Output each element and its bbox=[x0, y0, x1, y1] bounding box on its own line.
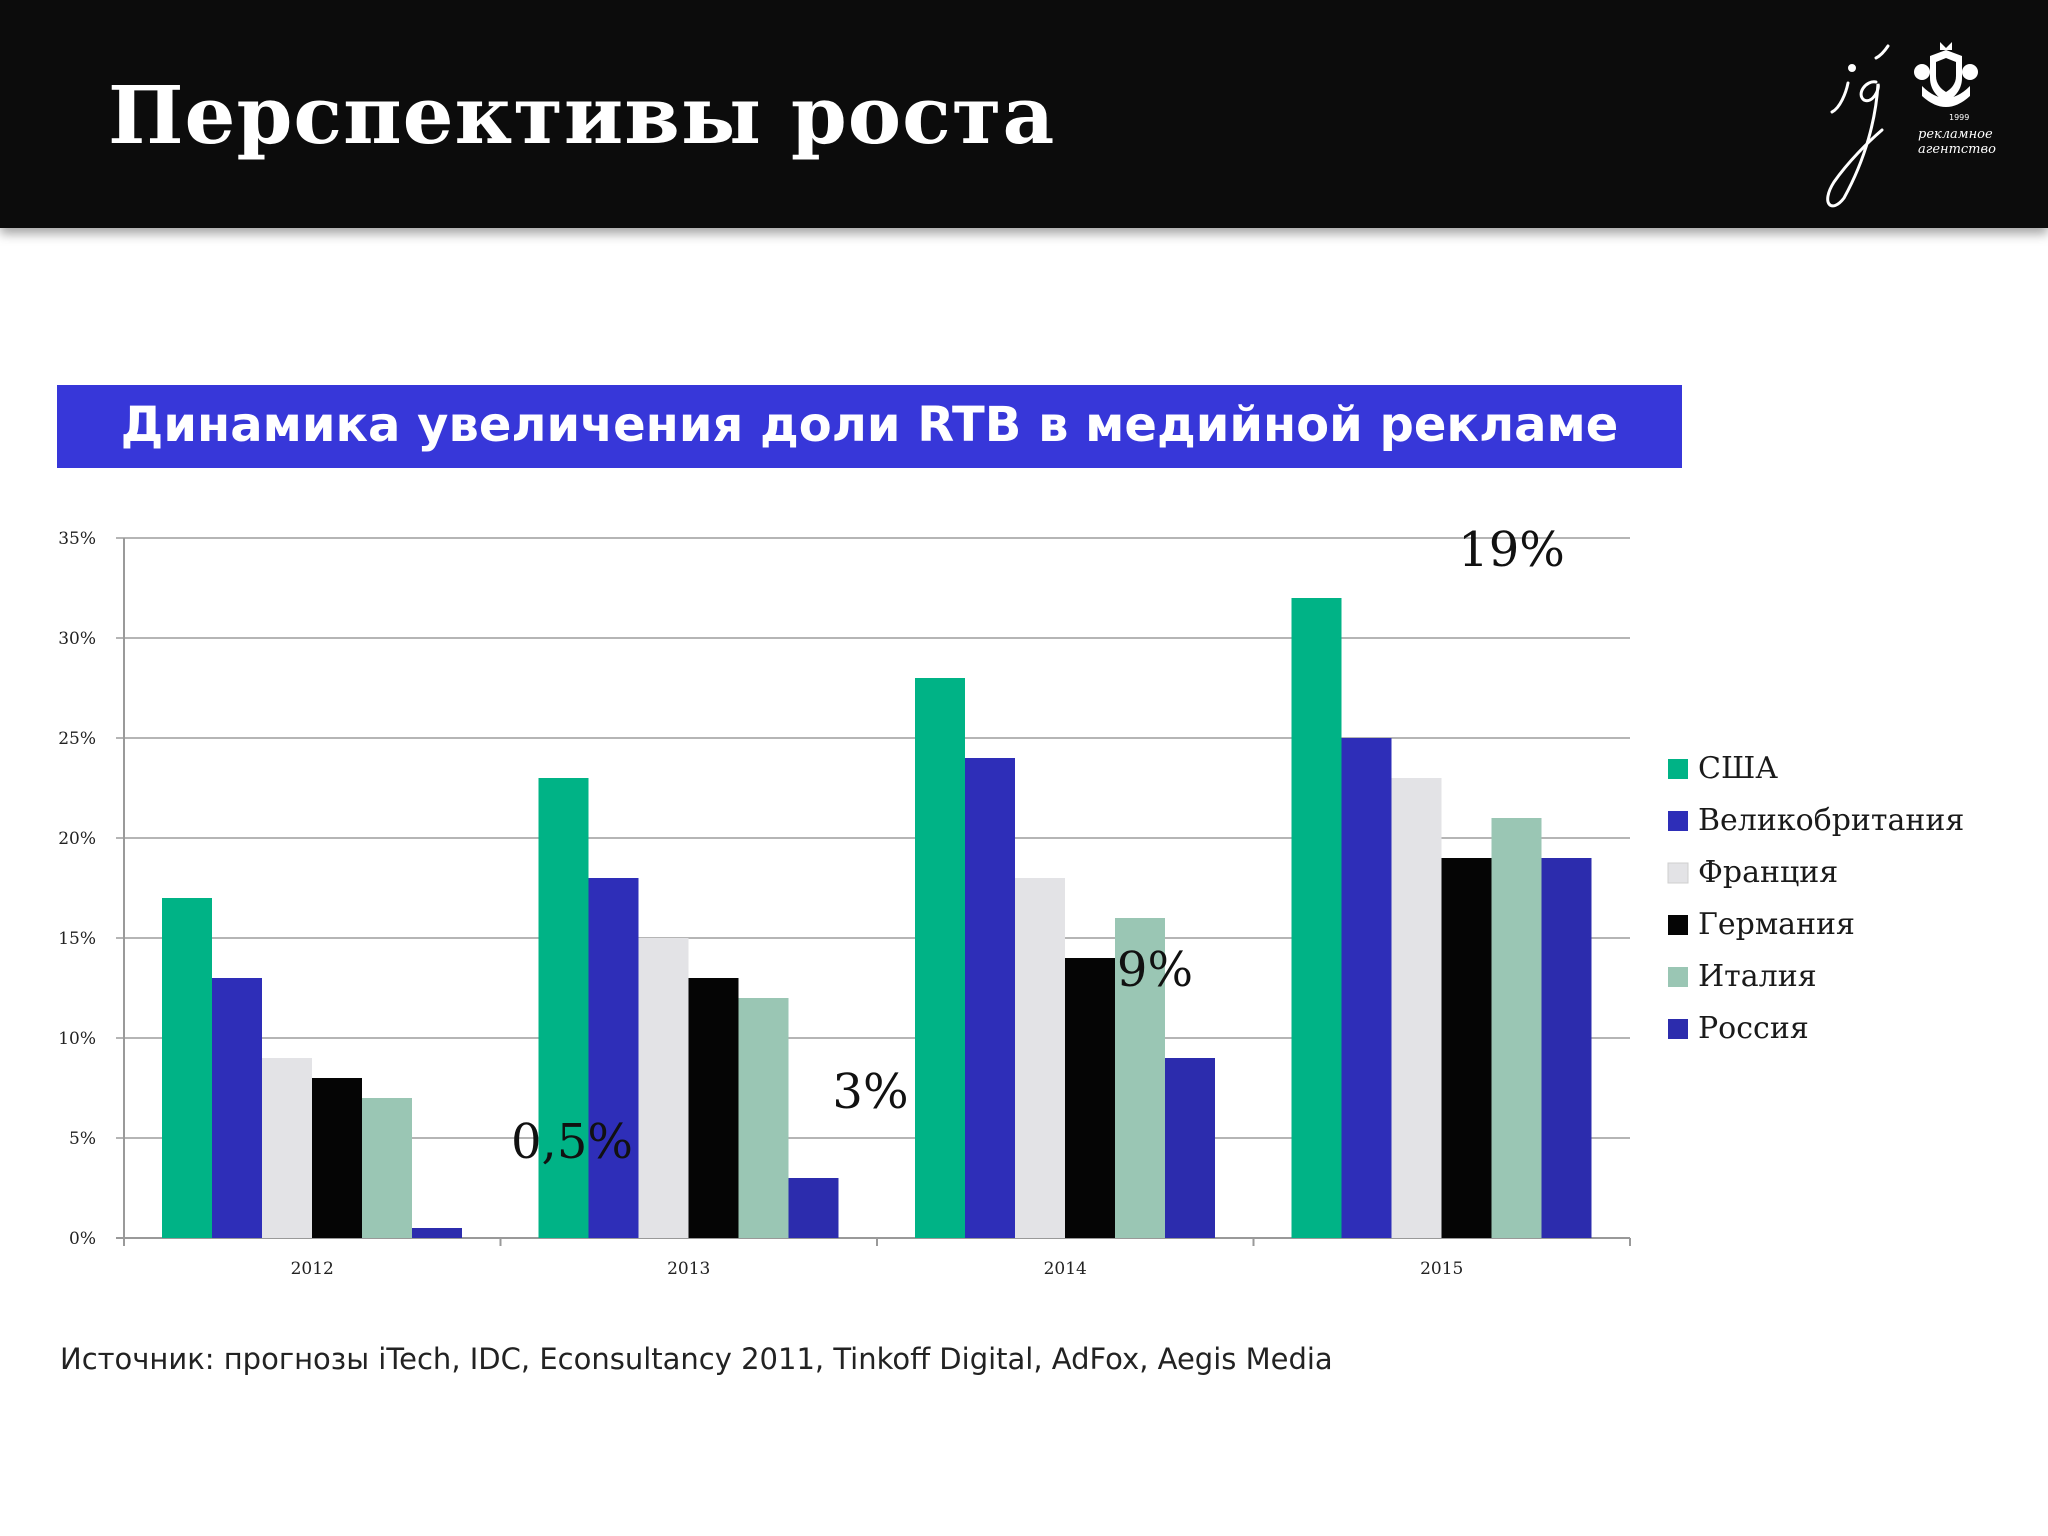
y-tick-label: 15% bbox=[58, 929, 96, 949]
chart-title-banner: Динамика увеличения доли RTB в медийной … bbox=[57, 385, 1682, 468]
logo-year: 1999 bbox=[1949, 113, 1970, 122]
legend-swatch bbox=[1668, 1019, 1688, 1039]
bar bbox=[1341, 738, 1392, 1238]
annotation-label: 19% bbox=[1458, 522, 1565, 578]
logo-text-line2: агентство bbox=[1918, 142, 1996, 157]
bar bbox=[588, 878, 639, 1238]
legend-swatch bbox=[1668, 915, 1688, 935]
x-tick-label: 2013 bbox=[667, 1259, 710, 1279]
y-tick-label: 25% bbox=[58, 729, 96, 749]
x-tick-label: 2014 bbox=[1044, 1259, 1087, 1279]
legend-label: Италия bbox=[1698, 959, 1817, 994]
y-tick-label: 30% bbox=[58, 629, 96, 649]
bar bbox=[262, 1058, 312, 1238]
legend-label: Германия bbox=[1698, 907, 1855, 942]
bar bbox=[1015, 878, 1065, 1238]
y-tick-label: 20% bbox=[58, 829, 96, 849]
logo-text-line1: рекламное bbox=[1918, 127, 1993, 142]
annotation-label: 3% bbox=[832, 1064, 908, 1120]
legend-label: Великобритания bbox=[1698, 803, 1964, 838]
chart-title: Динамика увеличения доли RTB в медийной … bbox=[120, 397, 1619, 453]
annotation-label: 9% bbox=[1117, 942, 1193, 998]
x-tick-label: 2015 bbox=[1420, 1259, 1463, 1279]
bar bbox=[162, 898, 212, 1238]
legend-swatch bbox=[1668, 967, 1688, 987]
legend-label: Франция bbox=[1698, 855, 1838, 890]
bar bbox=[362, 1098, 412, 1238]
bar bbox=[788, 1178, 839, 1238]
bar bbox=[688, 978, 739, 1238]
bar bbox=[212, 978, 262, 1238]
y-tick-label: 0% bbox=[69, 1229, 96, 1249]
legend-swatch bbox=[1667, 862, 1689, 884]
bar bbox=[1391, 778, 1442, 1238]
bar bbox=[1165, 1058, 1215, 1238]
bar bbox=[538, 778, 589, 1238]
legend-swatch bbox=[1668, 759, 1688, 779]
annotation-label: 0,5% bbox=[511, 1114, 633, 1170]
y-tick-label: 10% bbox=[58, 1029, 96, 1049]
legend-label: США bbox=[1698, 751, 1778, 786]
agency-logo bbox=[1826, 42, 1978, 208]
legend-swatch bbox=[1668, 811, 1688, 831]
bar bbox=[638, 938, 689, 1238]
bar bbox=[1441, 858, 1492, 1238]
slide-title: Перспективы роста bbox=[108, 68, 1056, 162]
bar bbox=[1065, 958, 1115, 1238]
legend-label: Россия bbox=[1698, 1011, 1809, 1046]
bar bbox=[965, 758, 1015, 1238]
bar bbox=[1541, 858, 1592, 1238]
bar bbox=[1115, 918, 1165, 1238]
bar bbox=[915, 678, 965, 1238]
bar bbox=[312, 1078, 362, 1238]
source-note: Источник: прогнозы iTech, IDC, Econsulta… bbox=[60, 1342, 1333, 1376]
bar bbox=[1491, 818, 1542, 1238]
y-tick-label: 35% bbox=[58, 529, 96, 549]
bar bbox=[738, 998, 789, 1238]
header-bar: Перспективы роста bbox=[0, 0, 2048, 228]
y-tick-label: 5% bbox=[69, 1129, 96, 1149]
x-tick-label: 2012 bbox=[291, 1259, 334, 1279]
bar bbox=[412, 1228, 462, 1238]
bar bbox=[1291, 598, 1342, 1238]
